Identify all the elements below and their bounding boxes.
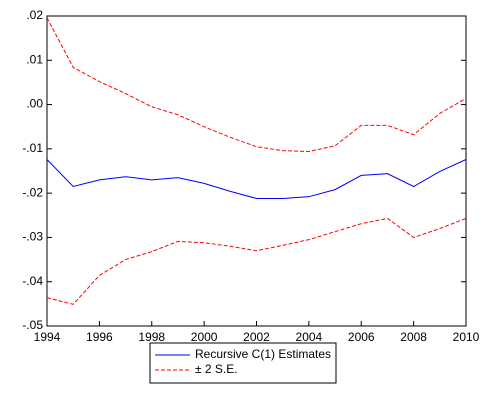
y-tick-label: -.03 — [22, 230, 43, 244]
x-tick-label: 2004 — [296, 330, 323, 344]
y-tick-label: .00 — [26, 97, 43, 111]
y-tick-label: -.04 — [22, 274, 43, 288]
series-line — [46, 159, 467, 199]
plot-frame — [46, 15, 467, 327]
x-tick-label: 2000 — [191, 330, 218, 344]
x-tick-label: 2008 — [400, 330, 427, 344]
y-tick-label: -.05 — [22, 318, 43, 332]
x-tick-label: 1998 — [138, 330, 165, 344]
legend-label: Recursive C(1) Estimates — [195, 347, 331, 361]
x-tick-label: 2002 — [243, 330, 270, 344]
legend-box — [149, 342, 337, 384]
x-tick-label: 2010 — [453, 330, 480, 344]
y-tick-label: .02 — [26, 8, 43, 22]
y-tick-label: .01 — [26, 52, 43, 66]
y-tick-label: -.01 — [22, 141, 43, 155]
x-tick-label: 1994 — [34, 330, 61, 344]
series-line — [46, 17, 467, 153]
y-tick-label: -.02 — [22, 185, 43, 199]
x-tick-label: 2006 — [348, 330, 375, 344]
series-line — [46, 217, 467, 305]
x-tick-label: 1996 — [86, 330, 113, 344]
legend-label: ± 2 S.E. — [195, 362, 238, 376]
